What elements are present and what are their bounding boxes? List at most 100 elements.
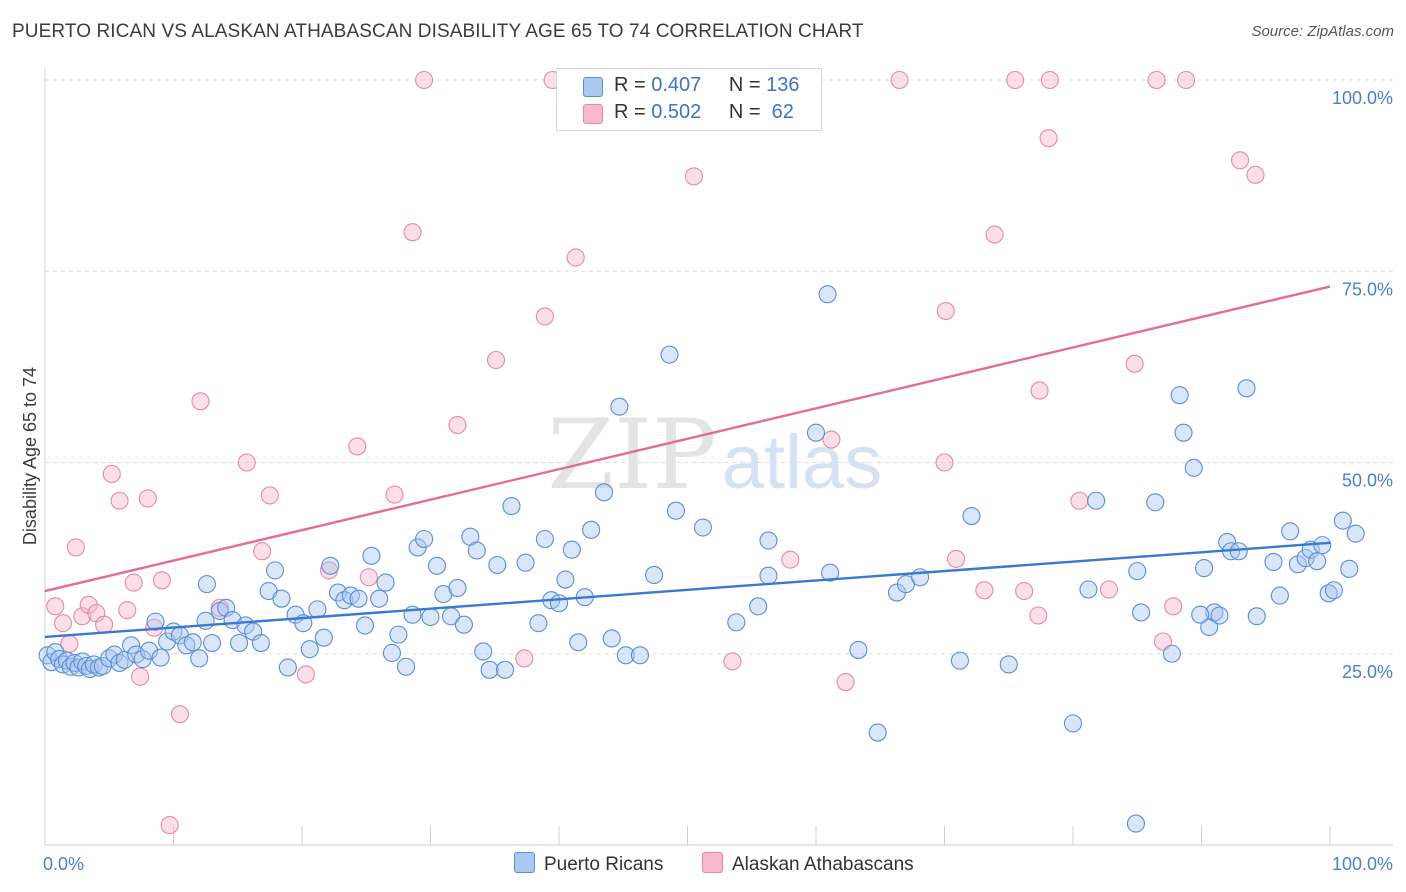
legend-item-puerto-ricans[interactable]: Puerto Ricans <box>514 852 663 876</box>
data-point-puerto-ricans <box>251 633 270 653</box>
data-point-alaskan-athabascans <box>1246 165 1265 184</box>
data-point-puerto-ricans <box>1170 386 1189 405</box>
data-point-puerto-ricans <box>1237 379 1256 398</box>
data-point-puerto-ricans <box>759 566 778 585</box>
data-point-puerto-ricans <box>196 611 215 630</box>
data-point-puerto-ricans <box>759 531 778 550</box>
data-point-puerto-ricans <box>110 653 129 672</box>
data-point-alaskan-athabascans <box>118 601 137 620</box>
data-point-puerto-ricans <box>1195 559 1214 578</box>
data-point-puerto-ricans <box>272 589 291 608</box>
data-point-alaskan-athabascans <box>1147 70 1166 90</box>
data-point-alaskan-athabascans <box>1040 70 1059 90</box>
data-point-puerto-ricans <box>1229 542 1248 561</box>
data-point-puerto-ricans <box>265 561 285 580</box>
data-point-alaskan-athabascans <box>73 607 92 626</box>
legend-n-label: N = <box>728 101 767 123</box>
data-point-puerto-ricans <box>868 723 887 742</box>
data-point-puerto-ricans <box>1270 586 1289 605</box>
data-point-puerto-ricans <box>806 423 826 442</box>
data-point-puerto-ricans <box>151 648 170 667</box>
data-point-alaskan-athabascans <box>296 665 315 684</box>
data-point-puerto-ricans <box>389 625 408 644</box>
data-point-puerto-ricans <box>693 518 712 537</box>
data-point-puerto-ricans <box>146 612 165 631</box>
data-point-puerto-ricans <box>1200 617 1219 637</box>
data-point-puerto-ricans <box>415 529 434 549</box>
data-point-puerto-ricans <box>300 640 319 659</box>
data-point-puerto-ricans <box>569 633 588 652</box>
data-point-alaskan-athabascans <box>1070 491 1089 510</box>
data-point-alaskan-athabascans <box>110 491 129 510</box>
data-point-puerto-ricans <box>427 556 446 575</box>
x-tick-label: 100.0% <box>1332 854 1393 874</box>
data-point-alaskan-athabascans <box>535 307 554 326</box>
data-point-puerto-ricans <box>1191 605 1210 624</box>
data-point-alaskan-athabascans <box>936 301 955 321</box>
data-point-puerto-ricans <box>474 642 493 661</box>
data-point-puerto-ricans <box>1281 522 1300 541</box>
data-point-puerto-ricans <box>397 657 416 676</box>
data-point-alaskan-athabascans <box>415 70 434 90</box>
data-point-puerto-ricans <box>1313 536 1332 555</box>
data-point-puerto-ricans <box>818 285 837 304</box>
data-point-puerto-ricans <box>355 616 375 635</box>
data-point-puerto-ricans <box>1079 580 1098 599</box>
data-point-alaskan-athabascans <box>1015 581 1034 601</box>
data-point-puerto-ricans <box>962 506 981 526</box>
data-point-puerto-ricans <box>950 651 969 670</box>
legend-r-value: 0.407 <box>651 74 702 96</box>
data-point-alaskan-athabascans <box>1029 606 1048 625</box>
data-point-puerto-ricans <box>1132 603 1151 622</box>
data-point-puerto-ricans <box>467 541 486 560</box>
y-tick-label: 50.0% <box>1342 471 1393 491</box>
data-point-alaskan-athabascans <box>890 70 909 90</box>
data-point-alaskan-athabascans <box>1177 70 1196 90</box>
data-point-puerto-ricans <box>197 575 216 594</box>
data-point-puerto-ricans <box>1319 584 1338 603</box>
data-point-alaskan-athabascans <box>566 248 585 267</box>
data-point-alaskan-athabascans <box>781 550 800 569</box>
stats-legend: R = 0.407 N = 136 R = 0.502 N = 62 <box>556 68 822 131</box>
data-point-puerto-ricans <box>502 497 521 516</box>
data-point-puerto-ricans <box>556 570 575 589</box>
data-point-alaskan-athabascans <box>684 167 703 186</box>
data-point-puerto-ricans <box>562 540 581 559</box>
legend-item-alaskan-athabascans[interactable]: Alaskan Athabascans <box>702 852 914 876</box>
data-point-puerto-ricans <box>190 649 209 668</box>
data-point-alaskan-athabascans <box>822 430 841 449</box>
legend-n-value: 62 <box>766 101 794 123</box>
data-point-puerto-ricans <box>335 591 354 610</box>
data-point-alaskan-athabascans <box>836 673 855 692</box>
data-point-alaskan-athabascans <box>138 489 157 508</box>
watermark-zip: ZIP <box>547 399 716 511</box>
data-point-puerto-ricans <box>516 553 535 572</box>
data-point-puerto-ricans <box>1087 491 1106 510</box>
source-label: Source: ZipAtlas.com <box>1251 23 1394 40</box>
data-point-puerto-ricans <box>229 633 249 653</box>
data-point-alaskan-athabascans <box>131 667 150 686</box>
data-point-alaskan-athabascans <box>46 597 65 616</box>
trend-lines <box>44 285 1331 639</box>
data-point-alaskan-athabascans <box>348 437 367 456</box>
data-point-puerto-ricans <box>488 555 507 575</box>
data-point-puerto-ricans <box>749 597 768 616</box>
y-tick-label: 25.0% <box>1342 662 1393 682</box>
data-point-alaskan-athabascans <box>1099 580 1119 599</box>
watermark: ZIP atlas <box>547 399 882 511</box>
data-point-puerto-ricans <box>140 641 159 660</box>
legend-r-label: R = <box>614 74 652 96</box>
data-point-alaskan-athabascans <box>359 568 378 587</box>
data-point-puerto-ricans <box>549 594 569 613</box>
data-point-puerto-ricans <box>1146 493 1165 512</box>
data-point-alaskan-athabascans <box>1006 70 1025 90</box>
legend-swatch-blue <box>514 852 535 873</box>
data-point-puerto-ricans <box>105 645 124 664</box>
data-point-puerto-ricans <box>278 658 297 677</box>
data-point-puerto-ricans <box>616 646 635 665</box>
data-point-alaskan-athabascans <box>1231 151 1250 170</box>
data-point-alaskan-athabascans <box>723 652 742 671</box>
data-point-puerto-ricans <box>421 607 440 627</box>
data-point-puerto-ricans <box>1205 603 1224 622</box>
